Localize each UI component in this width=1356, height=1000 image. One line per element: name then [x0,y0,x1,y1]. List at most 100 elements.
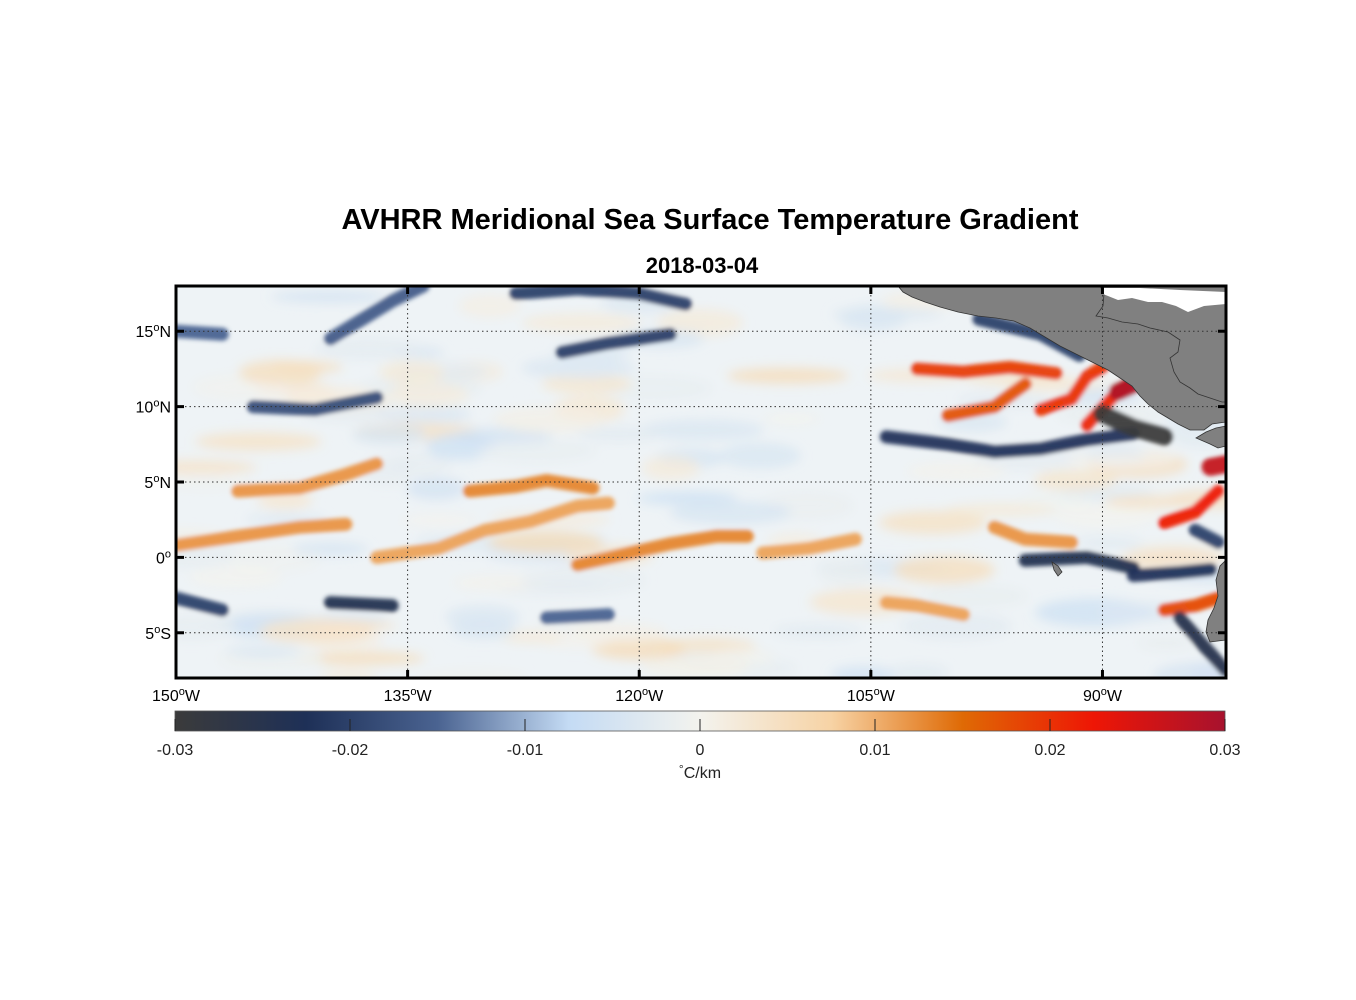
warm-front-4 [570,529,754,572]
texture-blob [656,308,744,337]
cold-front-28 [1126,562,1218,582]
texture-blob [830,666,896,678]
cold-front-23 [540,608,615,625]
colorbar-tick-label: 0.01 [859,742,890,759]
texture-blob [400,514,478,527]
warm-front-11 [1157,484,1225,530]
lat-tick-label: 10oN [136,398,171,417]
colorbar-unit-degree: ° [679,762,684,776]
lat-tick-deg: 10 [136,400,154,417]
texture-blob [727,367,849,384]
texture-blob [270,290,387,304]
texture-blob [195,432,322,451]
warm-front-6 [910,360,1063,380]
warm-front-12 [1201,454,1226,476]
texture-blob [216,544,321,573]
texture-blob [541,374,633,394]
warm-front-1 [231,457,384,498]
texture-blob [945,503,1058,517]
cold-front-17 [509,286,693,311]
lat-tick-degree-sign: o [153,398,159,410]
lon-tick-deg: 90 [1083,688,1101,705]
texture-blob [565,623,667,643]
lat-tick-degree-sign: o [165,548,171,560]
lat-tick-deg: 0 [156,550,165,567]
texture-blob [379,360,446,385]
lon-tick-degree-sign: o [874,686,880,698]
texture-blob [176,460,257,475]
colorbar-ticks: -0.03 -0.02 -0.01 0 0.01 0.02 0.03 [157,719,1241,759]
lon-tick-label: 105oW [847,686,896,705]
colorbar-tick-label: -0.02 [332,742,369,759]
warm-front-14 [879,596,970,622]
colorbar-tick-label: -0.03 [157,742,194,759]
cold-front-27 [1018,550,1140,575]
colorbar: -0.03 -0.02 -0.01 0 0.01 0.02 0.03 °C/km [157,710,1241,782]
texture-blob [225,644,301,658]
lat-tick-label: 0o [156,548,171,567]
texture-blob [591,637,686,660]
texture-blob [521,313,642,333]
warm-front-7 [941,377,1032,423]
lon-tick-hemi: W [648,688,664,705]
texture-blob [292,542,369,556]
lon-tick-deg: 120 [615,688,642,705]
lon-tick-hemi: W [185,688,201,705]
lat-tick-hemi: N [159,324,171,341]
lat-tick-label: 5oS [145,624,171,643]
warm-front-15 [1157,591,1225,617]
land-central-america [897,286,1226,431]
cold-front-18 [555,327,677,359]
texture-blob [1104,494,1190,509]
texture-blob [521,357,636,379]
texture-blob [487,531,603,553]
texture-blob [1137,635,1195,651]
land-galapagos [1051,561,1063,577]
texture-blob [477,440,597,462]
texture-blob [238,360,322,386]
lat-tick-label: 15oN [136,322,171,341]
land-panama [1195,425,1226,449]
lon-tick-degree-sign: o [642,686,648,698]
texture-blob [763,412,821,425]
texture-blob [1053,502,1160,528]
lat-tick-hemi: N [159,400,171,417]
texture-blob [576,426,663,442]
land-masses [897,286,1226,643]
texture-blob [500,630,566,644]
lat-tick-degree-sign: o [153,322,159,334]
lat-tick-deg: 15 [136,324,154,341]
warm-front-13 [987,520,1079,549]
lon-tick-degree-sign: o [179,686,185,698]
texture-blob [320,668,378,678]
map-subtitle: 2018-03-04 [645,253,759,278]
texture-blob [426,432,495,460]
cold-front-21 [176,591,229,617]
colorbar-tick-label: 0.02 [1034,742,1065,759]
land-ecuador [1205,559,1226,643]
cold-front-26 [1093,405,1174,446]
warm-front-0 [176,517,353,552]
lat-tick-deg: 5 [145,626,154,643]
cold-front-19 [246,391,384,417]
lon-tick-degree-sign: o [410,686,416,698]
texture-blob [420,669,528,678]
texture-blob [292,619,396,632]
lon-tick-label: 90oW [1083,686,1123,705]
colorbar-tick-label: -0.01 [507,742,544,759]
texture-blob [906,462,1006,481]
texture-blob [493,406,604,434]
colorbar-tick-label: 0.03 [1209,742,1240,759]
warm-front-2 [370,496,615,564]
texture-blob [719,443,801,469]
texture-blob [642,654,749,678]
warm-front-3 [462,473,600,498]
texture-blob [1153,662,1226,678]
lat-tick-hemi: N [159,475,171,492]
colorbar-unit: °C/km [679,762,721,782]
texture-blob [189,567,282,588]
lon-tick-deg: 150 [152,688,179,705]
lon-tick-hemi: W [416,688,432,705]
texture-blob [1033,469,1118,491]
